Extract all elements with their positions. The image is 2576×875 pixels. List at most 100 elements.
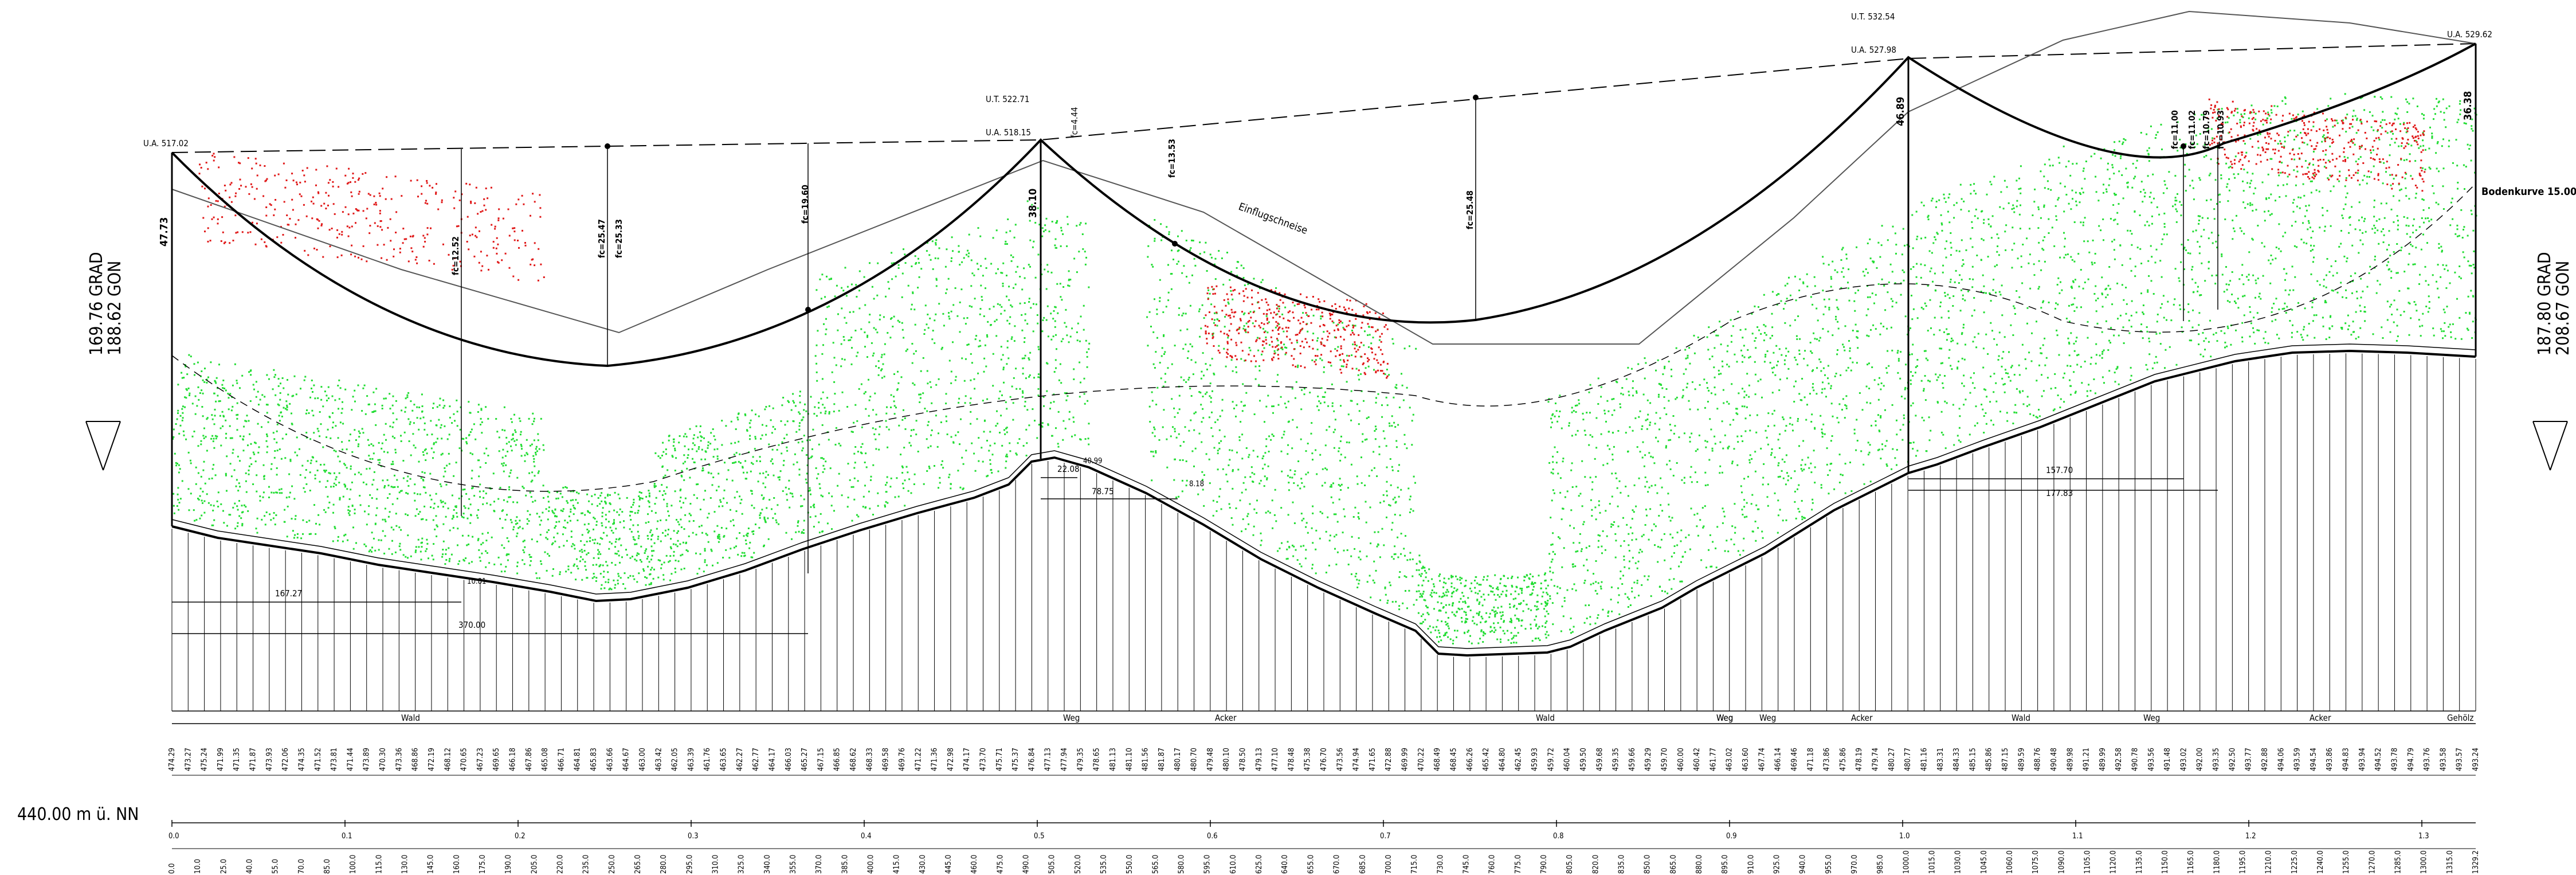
landuse-label: Weg — [2143, 713, 2160, 723]
elevation-cell: 471.99 — [217, 748, 225, 771]
span-label: fc=11.02 — [2187, 110, 2197, 149]
elevation-cell: 468.62 — [849, 748, 858, 771]
support-height-label: 38.10 — [1027, 189, 1039, 218]
station-cell: 820.0 — [1591, 855, 1600, 874]
station-cell: 1285.0 — [2394, 850, 2402, 874]
vegetation-point-cloud — [172, 93, 2477, 644]
elevation-cell: 473.81 — [330, 748, 339, 771]
right-direction-grad: 187.80 GRAD — [2535, 252, 2555, 356]
station-cell: 430.0 — [919, 855, 927, 874]
elevation-cell: 478.50 — [1238, 748, 1247, 771]
elevation-cell: 472.88 — [1385, 748, 1393, 771]
station-cell: 715.0 — [1410, 855, 1419, 874]
station-cell: 790.0 — [1540, 855, 1548, 874]
station-cell: 595.0 — [1203, 855, 1212, 874]
station-cell: 760.0 — [1488, 855, 1497, 874]
station-cell: 520.0 — [1074, 855, 1083, 874]
support-height-label: 36.38 — [2462, 91, 2474, 120]
station-cell: 580.0 — [1178, 855, 1186, 874]
landuse-label: Weg — [1759, 713, 1776, 723]
station-cell: 70.0 — [297, 859, 306, 874]
elevation-cell: 471.65 — [1369, 748, 1377, 771]
elevation-cell: 471.22 — [914, 748, 923, 771]
elevation-cell: 459.70 — [1661, 748, 1669, 771]
landuse-label: Gehölz — [2447, 713, 2473, 723]
elevation-cell: 471.44 — [346, 748, 355, 771]
elevation-cell: 473.86 — [1823, 748, 1832, 771]
elevation-cell: 467.74 — [1758, 748, 1766, 771]
elevation-cell: 493.02 — [2179, 748, 2188, 771]
km-tick-label: 0.8 — [1553, 832, 1564, 841]
elevation-cell: 471.36 — [931, 748, 939, 771]
station-cell: 1210.0 — [2265, 850, 2273, 874]
station-cell: 370.0 — [815, 855, 824, 874]
elevation-cell: 468.86 — [411, 748, 420, 771]
elevation-cell: 464.67 — [622, 748, 631, 771]
elevation-cell: 489.98 — [2066, 748, 2075, 771]
measure-node — [605, 143, 610, 149]
station-cell: 1165.0 — [2187, 850, 2195, 874]
elevation-cell: 463.00 — [638, 748, 647, 771]
support-ua-label: U.A. 527.98 — [1851, 45, 1896, 55]
station-cell: 1240.0 — [2316, 850, 2325, 874]
elevation-cell: 494.06 — [2277, 748, 2285, 771]
elevation-cell: 459.66 — [1628, 748, 1637, 771]
elevation-cell: 480.10 — [1222, 748, 1231, 771]
station-cell: 205.0 — [530, 855, 539, 874]
elevation-cell: 479.48 — [1206, 748, 1215, 771]
elevation-cell: 474.17 — [963, 748, 971, 771]
left-direction-gon: 188.62 GON — [105, 261, 125, 356]
elevation-cell: 470.22 — [1417, 748, 1426, 771]
station-cell: 925.0 — [1773, 855, 1781, 874]
dimension-label: 157.70 — [2046, 465, 2073, 475]
station-cell: 1000.0 — [1902, 850, 1911, 874]
elevation-cell: 467.86 — [525, 748, 534, 771]
elevation-cell: 463.39 — [687, 748, 696, 771]
elevation-cell: 474.35 — [297, 748, 306, 771]
station-cell: 1105.0 — [2083, 850, 2092, 874]
elevation-cell: 461.76 — [703, 748, 712, 771]
dimension-label: 167.27 — [275, 588, 302, 599]
station-cell: 1315.0 — [2446, 850, 2455, 874]
elevation-cell: 492.88 — [2261, 748, 2269, 771]
elevation-cell: 465.08 — [541, 748, 550, 771]
elevation-cell: 471.18 — [1806, 748, 1815, 771]
km-tick-label: 0.2 — [515, 832, 526, 841]
elevation-cell: 466.26 — [1466, 748, 1475, 771]
span-label: fc=25.48 — [1465, 190, 1475, 229]
km-tick-label: 0.7 — [1380, 832, 1391, 841]
station-cell: 40.0 — [246, 859, 254, 874]
station-cell: 115.0 — [375, 855, 383, 874]
support-extra-label: fc=4.44 — [1069, 107, 1080, 138]
elevation-cell: 474.94 — [1352, 748, 1361, 771]
elevation-cell: 492.00 — [2196, 748, 2205, 771]
elevation-cell: 469.58 — [882, 748, 891, 771]
support-ua-label: U.A. 529.62 — [2447, 29, 2492, 40]
span-label: fc=25.33 — [614, 219, 624, 258]
station-cell: 940.0 — [1799, 855, 1807, 874]
station-cell: 1015.0 — [1928, 850, 1936, 874]
elevation-cell: 477.13 — [1044, 748, 1053, 771]
station-cell: 220.0 — [556, 855, 565, 874]
elevation-cell: 478.48 — [1287, 748, 1296, 771]
direction-arrow-right-icon — [2532, 421, 2568, 471]
support-ut-label: U.T. 522.71 — [986, 94, 1029, 104]
km-tick-label: 0.5 — [1034, 832, 1045, 841]
dimension-label: 8.18 — [1189, 480, 1204, 489]
dimension-label: 370.00 — [458, 620, 485, 630]
station-cell: 700.0 — [1385, 855, 1393, 874]
station-cell: 1060.0 — [2006, 850, 2014, 874]
elevation-cell: 484.33 — [1952, 748, 1961, 771]
station-cell: 1090.0 — [2057, 850, 2066, 874]
span-label: fc=10.79 — [2201, 110, 2212, 149]
elevation-cell: 479.13 — [1255, 748, 1264, 771]
elevation-cell: 466.03 — [785, 748, 793, 771]
station-cell: 1329.2 — [2472, 850, 2480, 874]
elevation-cell: 473.27 — [184, 748, 193, 771]
station-cell: 775.0 — [1514, 855, 1523, 874]
terrain-line-offset — [171, 343, 2476, 649]
station-cell: 160.0 — [453, 855, 461, 874]
direction-arrow-left-icon — [85, 421, 121, 471]
elevation-cell: 494.54 — [2310, 748, 2318, 771]
